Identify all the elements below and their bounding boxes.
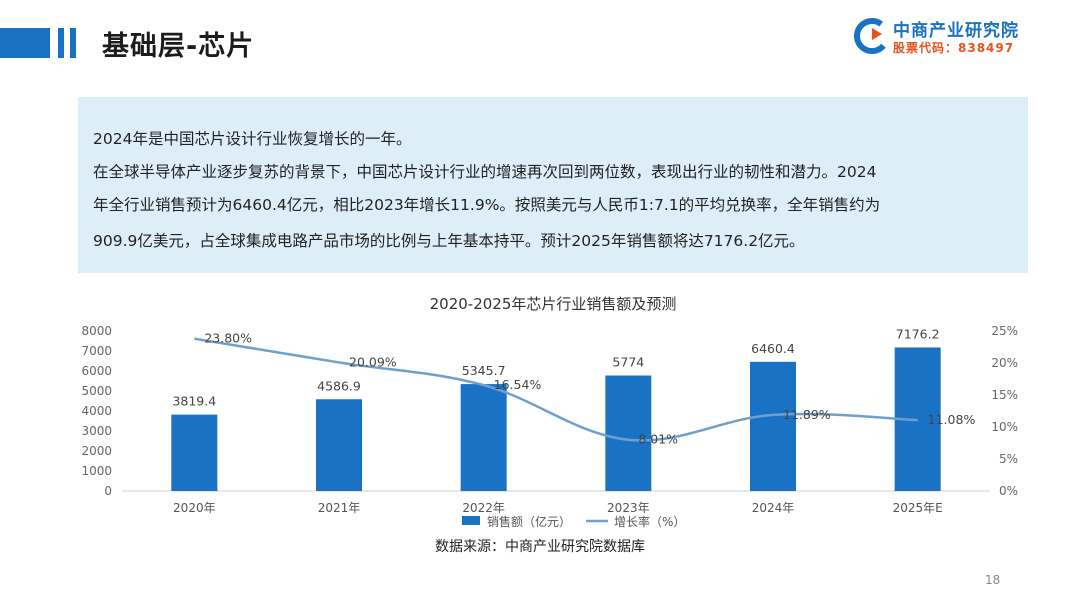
stock-code: 股票代码：838497 <box>893 41 1015 55</box>
y-left-tick-label: 4000 <box>81 404 112 418</box>
brand-logo-icon <box>854 18 890 54</box>
bar-sales <box>316 399 362 491</box>
bar-value-label: 7176.2 <box>896 326 940 341</box>
legend-line-label: 增长率（%） <box>614 514 685 529</box>
line-value-label: 11.08% <box>928 412 976 427</box>
summary-line: 2024年是中国芯片设计行业恢复增长的一年。 <box>93 130 412 148</box>
line-value-label: 20.09% <box>349 354 397 369</box>
line-value-label: 8.01% <box>638 432 678 447</box>
y-right-tick-label: 10% <box>991 420 1018 434</box>
x-tick-label: 2022年 <box>462 501 505 515</box>
line-value-label: 11.89% <box>783 407 831 422</box>
header-accent-stripe <box>58 28 64 58</box>
bar-sales <box>605 375 652 491</box>
data-source-note: 数据来源：中商产业研究院数据库 <box>435 539 645 555</box>
summary-box <box>78 97 1028 273</box>
page-number: 18 <box>985 573 1001 587</box>
summary-line: 909.9亿美元，占全球集成电路产品市场的比例与上年基本持平。预计2025年销售… <box>93 232 805 250</box>
x-tick-label: 2025年E <box>893 501 943 515</box>
y-right-tick-label: 5% <box>999 452 1018 466</box>
page-title: 基础层-芯片 <box>102 31 255 62</box>
summary-line: 年全行业销售预计为6460.4亿元，相比2023年增长11.9%。按照美元与人民… <box>93 196 881 214</box>
bar-value-label: 5774 <box>612 355 644 370</box>
x-tick-label: 2024年 <box>752 501 795 515</box>
chart-title: 2020-2025年芯片行业销售额及预测 <box>430 295 677 313</box>
x-tick-label: 2020年 <box>173 501 216 515</box>
y-right-tick-label: 20% <box>991 356 1018 370</box>
line-value-label: 23.80% <box>204 331 252 346</box>
y-left-tick-label: 2000 <box>81 444 112 458</box>
legend-bar-label: 销售额（亿元） <box>487 514 571 529</box>
bar-value-label: 4586.9 <box>317 378 361 393</box>
y-left-tick-label: 0 <box>104 484 112 498</box>
y-right-tick-label: 15% <box>991 388 1018 402</box>
brand-name: 中商产业研究院 <box>893 21 1019 41</box>
y-left-tick-label: 5000 <box>81 384 112 398</box>
y-left-tick-label: 3000 <box>81 424 112 438</box>
legend-bar-swatch <box>462 516 480 525</box>
bar-value-label: 6460.4 <box>751 341 795 356</box>
y-right-tick-label: 0% <box>999 484 1018 498</box>
x-tick-label: 2023年 <box>607 501 650 515</box>
bar-value-label: 5345.7 <box>462 363 506 378</box>
y-left-tick-label: 6000 <box>81 364 112 378</box>
bar-value-label: 3819.4 <box>172 394 216 409</box>
bar-sales <box>460 384 507 491</box>
line-growth-rate <box>194 337 918 442</box>
y-left-tick-label: 7000 <box>81 344 112 358</box>
x-tick-label: 2021年 <box>318 501 361 515</box>
y-left-tick-label: 8000 <box>81 324 112 338</box>
bar-sales <box>750 361 796 491</box>
header-accent-stripe <box>70 28 76 58</box>
header-accent-bar <box>0 28 50 58</box>
bar-sales <box>171 414 218 491</box>
y-right-tick-label: 25% <box>991 324 1018 338</box>
summary-line: 在全球半导体产业逐步复苏的背景下，中国芯片设计行业的增速再次回到两位数，表现出行… <box>93 163 877 181</box>
line-value-label: 16.54% <box>494 377 542 392</box>
y-left-tick-label: 1000 <box>81 464 112 478</box>
